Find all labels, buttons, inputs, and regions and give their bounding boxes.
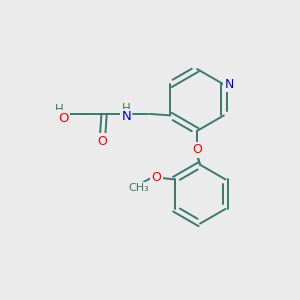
Text: H: H: [55, 103, 64, 116]
Text: O: O: [98, 135, 108, 148]
Text: N: N: [224, 78, 234, 91]
Text: O: O: [58, 112, 68, 125]
Text: H: H: [122, 101, 130, 115]
Text: O: O: [192, 143, 202, 157]
Text: CH₃: CH₃: [128, 183, 149, 193]
Text: O: O: [152, 172, 161, 184]
Text: N: N: [121, 110, 131, 123]
